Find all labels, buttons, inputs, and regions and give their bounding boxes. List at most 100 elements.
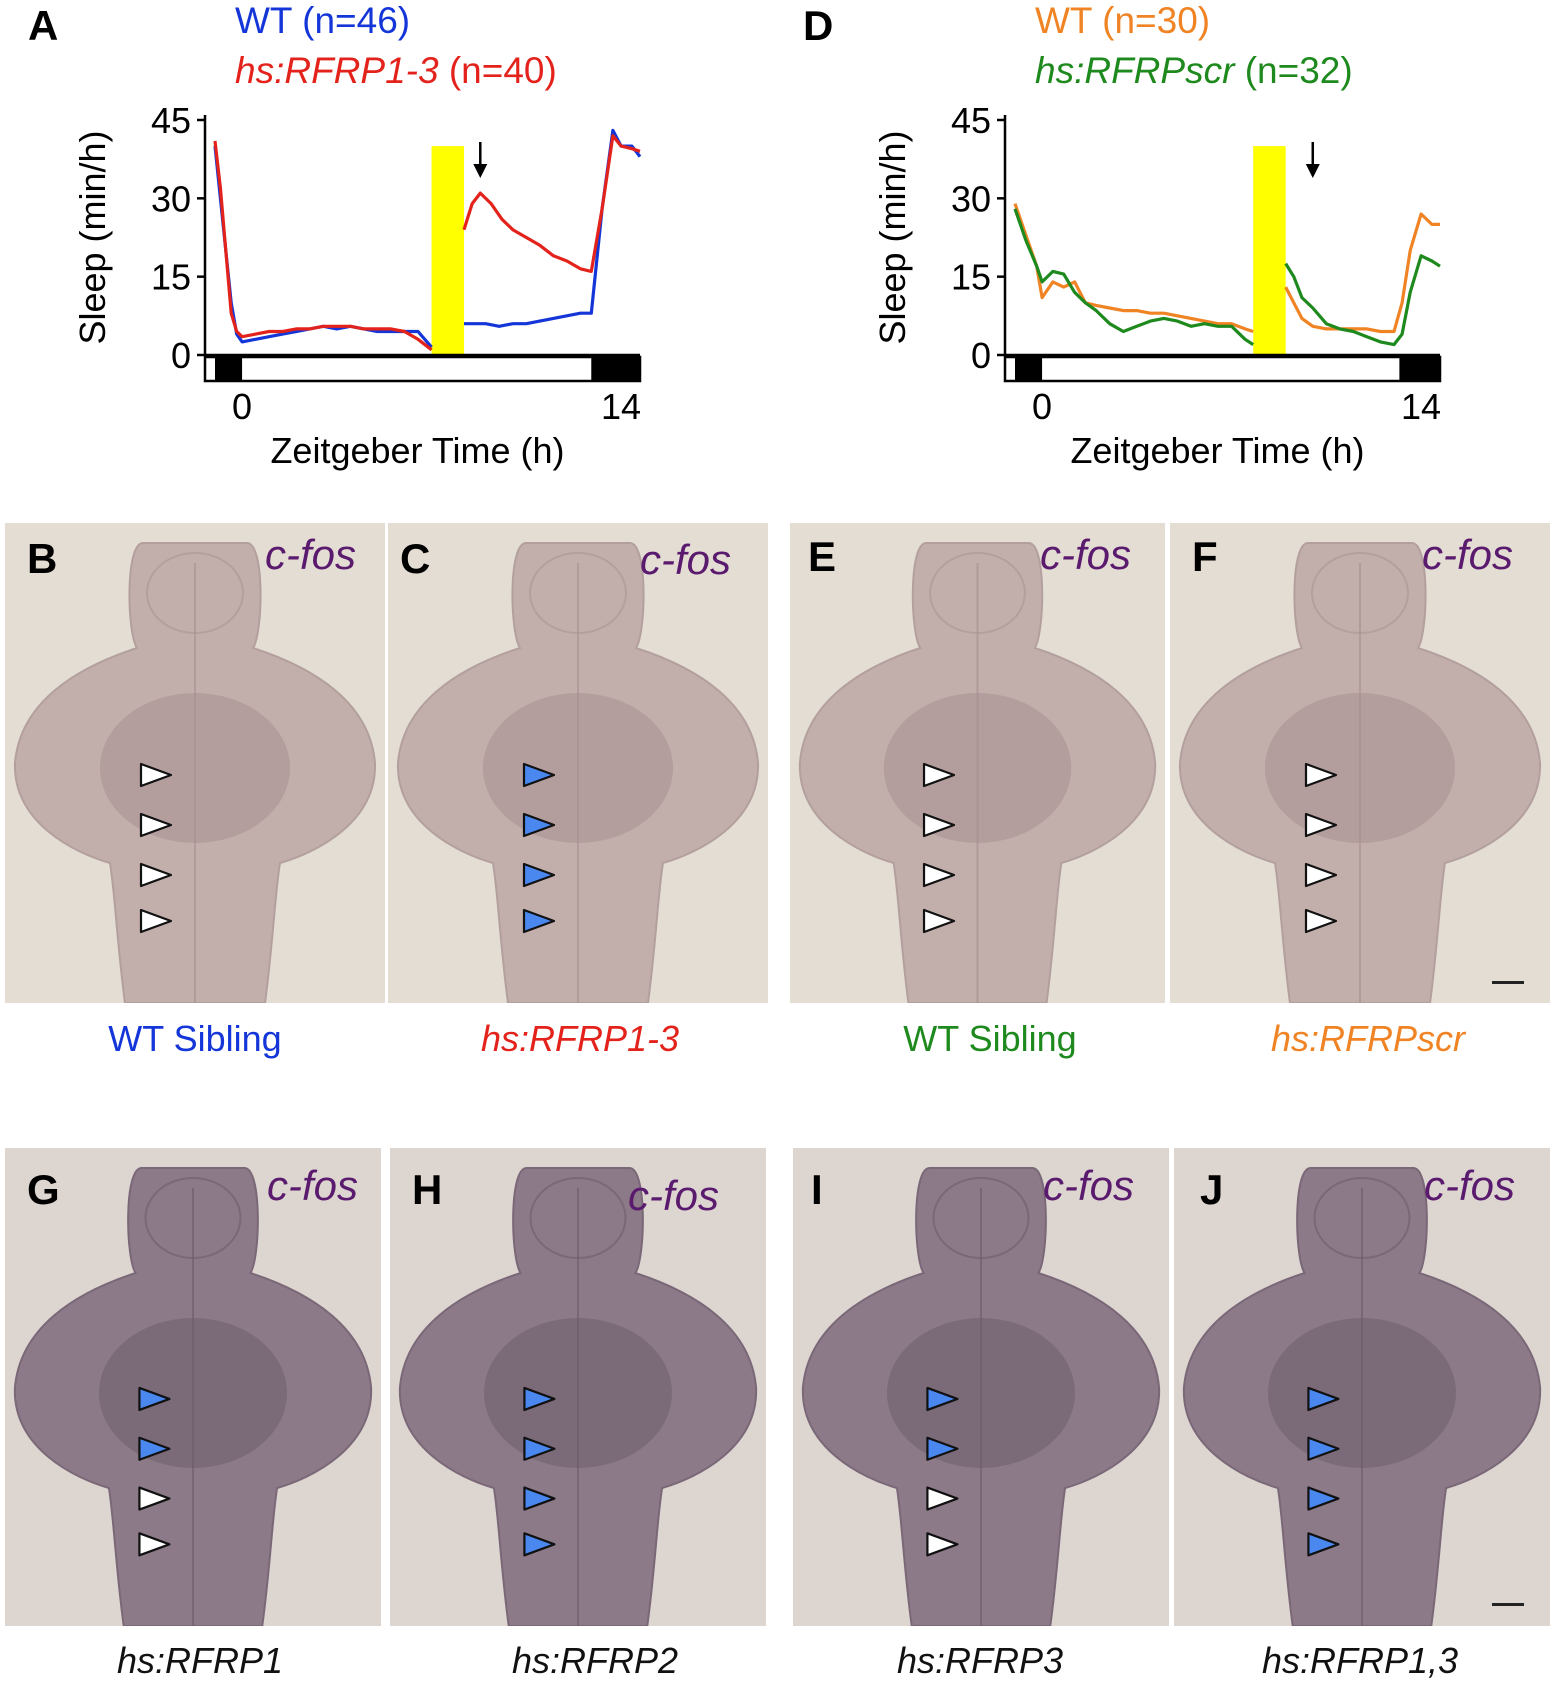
larval-brain-image bbox=[390, 1148, 766, 1626]
series-line bbox=[464, 128, 642, 328]
y-tick-label: 0 bbox=[971, 335, 991, 376]
x-axis-title: Zeitgeber Time (h) bbox=[1070, 430, 1364, 471]
cfos-label: c-fos bbox=[640, 536, 732, 583]
y-tick-label: 15 bbox=[951, 257, 991, 298]
caption-h: hs:RFRP2 bbox=[511, 1640, 679, 1681]
legend-a-tg: hs:RFRP1-3 (n=40) bbox=[235, 50, 557, 92]
caption-i: hs:RFRP3 bbox=[896, 1640, 1064, 1681]
white-arrowhead bbox=[138, 1486, 171, 1511]
caption-b: WT Sibling bbox=[108, 1018, 282, 1059]
series-line bbox=[213, 145, 433, 349]
legend-d-wt: WT (n=30) bbox=[1035, 0, 1210, 42]
white-arrowhead bbox=[1304, 762, 1338, 788]
blue-arrowhead bbox=[1307, 1532, 1340, 1557]
cfos-label: c-fos bbox=[1424, 1162, 1516, 1209]
blue-arrowhead bbox=[926, 1386, 959, 1412]
micrograph-h: H c-fos bbox=[390, 1148, 766, 1626]
legend-a-tg-n: (n=40) bbox=[448, 50, 557, 91]
panel-letter-h: H bbox=[412, 1166, 443, 1213]
y-tick-label: 30 bbox=[151, 178, 191, 219]
panel-letter-j: J bbox=[1200, 1166, 1224, 1213]
blue-arrowhead bbox=[522, 762, 556, 788]
larval-brain-image bbox=[793, 1148, 1169, 1626]
blue-arrowhead bbox=[1307, 1386, 1340, 1412]
larval-brain-image bbox=[790, 523, 1165, 1003]
blue-arrowhead bbox=[523, 1386, 556, 1412]
white-arrowhead bbox=[139, 908, 173, 934]
panel-letter-i: I bbox=[811, 1166, 823, 1213]
larval-brain-image bbox=[1170, 523, 1550, 1003]
y-axis-title: Sleep (min/h) bbox=[872, 130, 913, 344]
chart-d: 0 15 30 45 0 14 Zeitgeber Time (h) Sleep (min/h… bbox=[872, 100, 1442, 471]
micrograph-g: G c-fos bbox=[5, 1148, 381, 1626]
cfos-label: c-fos bbox=[1040, 531, 1132, 578]
white-arrowhead bbox=[139, 762, 173, 788]
blue-arrowhead bbox=[522, 812, 556, 838]
dark-period bbox=[215, 357, 243, 381]
white-arrowhead bbox=[922, 762, 956, 788]
panel-letter-e: E bbox=[808, 533, 837, 580]
dark-period bbox=[1015, 357, 1043, 381]
legend-a-wt-n: (n=46) bbox=[302, 0, 411, 41]
blue-arrowhead bbox=[1307, 1486, 1340, 1511]
x-tick-label: 14 bbox=[1401, 386, 1441, 427]
white-arrowhead bbox=[926, 1486, 959, 1511]
arrow-head bbox=[473, 164, 488, 178]
blue-arrowhead bbox=[138, 1436, 171, 1461]
cfos-label: c-fos bbox=[267, 1162, 359, 1209]
blue-arrowhead bbox=[523, 1436, 556, 1461]
x-tick-label: 14 bbox=[601, 386, 641, 427]
white-arrowhead bbox=[138, 1532, 171, 1557]
blue-arrowhead bbox=[522, 908, 556, 934]
white-arrowhead bbox=[926, 1532, 959, 1557]
light-pulse-band bbox=[1253, 146, 1286, 355]
white-arrowhead bbox=[922, 908, 956, 934]
caption-c: hs:RFRP1-3 bbox=[480, 1018, 680, 1059]
blue-arrowhead bbox=[926, 1436, 959, 1461]
legend-a-wt: WT (n=46) bbox=[235, 0, 410, 42]
larval-brain-image bbox=[388, 523, 768, 1003]
micrograph-f: F c-fos bbox=[1170, 523, 1550, 1003]
caption-j: hs:RFRP1,3 bbox=[1261, 1640, 1459, 1681]
panel-letter-d: D bbox=[803, 2, 834, 49]
panel-letter-b: B bbox=[27, 535, 58, 582]
micrograph-b: B c-fos bbox=[5, 523, 385, 1003]
series-line bbox=[213, 140, 433, 352]
arrow-head bbox=[1305, 164, 1320, 178]
legend-a-tg-name: hs:RFRP1-3 bbox=[235, 50, 439, 91]
series-line bbox=[1013, 208, 1255, 346]
micrograph-i: I c-fos bbox=[793, 1148, 1169, 1626]
legend-d-tg: hs:RFRPscr (n=32) bbox=[1035, 50, 1353, 92]
panel-letter-f: F bbox=[1192, 533, 1218, 580]
larval-brain-image bbox=[5, 523, 385, 1003]
caption-g: hs:RFRP1 bbox=[116, 1640, 284, 1681]
white-arrowhead bbox=[139, 812, 173, 838]
light-dark-bar bbox=[1003, 355, 1442, 383]
x-tick-label: 0 bbox=[232, 386, 252, 427]
cfos-label: c-fos bbox=[1043, 1162, 1135, 1209]
micrograph-c: C c-fos bbox=[388, 523, 768, 1003]
white-arrowhead bbox=[922, 812, 956, 838]
chart-a: 0 15 30 45 0 14 Zeitgeber Time (h) Sleep (min/h… bbox=[72, 100, 642, 471]
white-arrowhead bbox=[1304, 908, 1338, 934]
panel-letter-g: G bbox=[27, 1166, 60, 1213]
series-line bbox=[462, 134, 641, 273]
blue-arrowhead bbox=[138, 1386, 171, 1412]
caption-f: hs:RFRPscr bbox=[1270, 1018, 1465, 1059]
caption-e: WT Sibling bbox=[903, 1018, 1077, 1059]
white-arrowhead bbox=[1304, 862, 1338, 888]
dark-period bbox=[1399, 357, 1440, 381]
cfos-label: c-fos bbox=[628, 1172, 720, 1219]
micrograph-j: J c-fos bbox=[1174, 1148, 1550, 1626]
x-tick-label: 0 bbox=[1032, 386, 1052, 427]
series-line bbox=[1284, 254, 1441, 347]
legend-a-wt-name: WT bbox=[235, 0, 292, 41]
series-line bbox=[1284, 212, 1440, 334]
micrograph-e: E c-fos bbox=[790, 523, 1165, 1003]
larval-brain-image bbox=[1174, 1148, 1550, 1626]
larval-brain-image bbox=[5, 1148, 381, 1626]
white-arrowhead bbox=[922, 862, 956, 888]
cfos-label: c-fos bbox=[1422, 531, 1514, 578]
y-tick-label: 45 bbox=[151, 100, 191, 141]
scale-bar bbox=[1492, 1603, 1524, 1606]
